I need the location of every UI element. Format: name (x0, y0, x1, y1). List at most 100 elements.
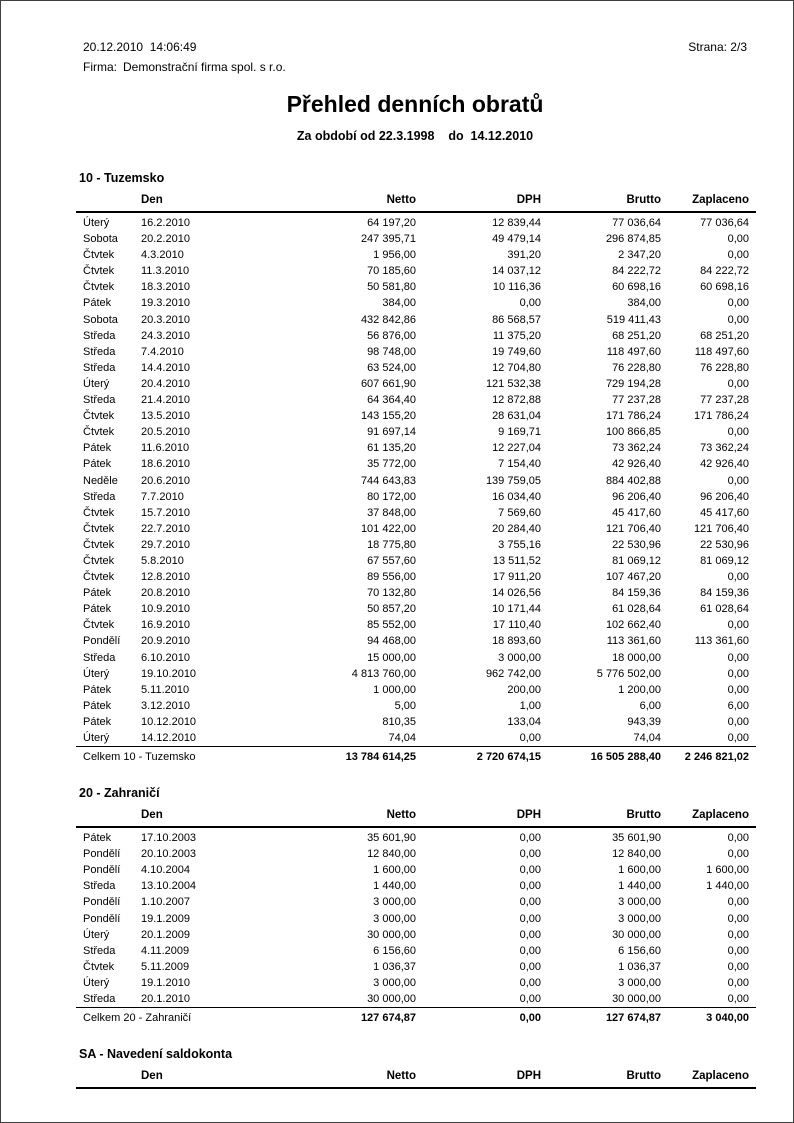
brutto-cell: 22 530,96 (612, 538, 661, 551)
netto-cell: 67 557,60 (367, 554, 416, 567)
table-row: Čtvtek 4.3.2010 1 956,00 391,20 2 347,20 0,00 (76, 247, 756, 263)
brutto-cell: 943,39 (627, 715, 661, 728)
zaplaceno-cell: 60 698,16 (700, 281, 749, 294)
zaplaceno-cell: 121 706,40 (693, 522, 749, 535)
brutto-cell: 384,00 (627, 297, 661, 310)
company-row: Firma: Demonstrační firma spol. s r.o. (76, 55, 754, 75)
netto-cell: 30 000,00 (367, 993, 416, 1006)
zaplaceno-cell: 42 926,40 (700, 458, 749, 471)
netto-cell: 3 000,00 (373, 976, 416, 989)
table-row: Čtvtek 12.8.2010 89 556,00 17 911,20 107 467… (76, 569, 756, 585)
total-row: Celkem 20 - Zahraničí 127 674,87 0,00 12… (76, 1007, 756, 1027)
zaplaceno-cell: 77 036,64 (700, 217, 749, 229)
day-cell: Pátek (83, 715, 112, 728)
day-cell: Čtvtek (83, 619, 115, 632)
table-row: Neděle 20.6.2010 744 643,83 139 759,05 884 4… (76, 473, 756, 489)
table-row: Úterý 19.10.2010 4 813 760,00 962 742,00 5 7… (76, 666, 756, 682)
zaplaceno-cell: 73 362,24 (700, 442, 749, 455)
day-cell: Čtvtek (83, 571, 115, 584)
date-cell: 14.4.2010 (141, 361, 190, 374)
brutto-cell: 118 497,60 (606, 345, 661, 358)
column-header-zaplaceno: Zaplaceno (661, 193, 756, 213)
day-cell: Středa (83, 345, 116, 358)
table-row: Středa 20.1.2010 30 000,00 0,00 30 000,00 0,0… (76, 991, 756, 1008)
table-row: Úterý 14.12.2010 74,04 0,00 74,04 0,00 (76, 730, 756, 747)
zaplaceno-cell: 0,00 (727, 619, 749, 632)
table-row: Pátek 19.3.2010 384,00 0,00 384,00 0,00 (76, 295, 756, 311)
netto-cell: 37 848,00 (367, 506, 416, 519)
column-header-row: Den Netto DPH Brutto Zaplaceno (76, 193, 756, 213)
column-header-spacer (76, 1069, 141, 1090)
dph-cell: 12 704,80 (492, 361, 541, 374)
date-cell: 20.4.2010 (141, 377, 190, 390)
date-cell: 19.1.2010 (141, 976, 190, 989)
daily-turnover-table: Den Netto DPH Brutto Zaplaceno (76, 1069, 756, 1090)
date-cell: 20.9.2010 (141, 635, 190, 648)
netto-cell: 5,00 (394, 699, 416, 712)
date-cell: 20.6.2010 (141, 474, 190, 487)
zaplaceno-cell: 96 206,40 (700, 490, 749, 503)
table-row: Pátek 5.11.2010 1 000,00 200,00 1 200,00 0,00 (76, 682, 756, 698)
zaplaceno-cell: 0,00 (727, 715, 749, 728)
day-cell: Pátek (83, 699, 112, 712)
table-row: Pátek 11.6.2010 61 135,20 12 227,04 73 362,2… (76, 440, 756, 456)
dph-cell: 10 171,44 (492, 603, 541, 616)
dph-cell: 7 154,40 (498, 458, 541, 471)
netto-cell: 63 524,00 (367, 361, 416, 374)
dph-cell: 12 839,44 (492, 217, 541, 229)
section-title: SA - Navedení saldokonta (79, 1047, 233, 1062)
dph-cell: 19 749,60 (492, 345, 541, 358)
zaplaceno-cell: 81 069,12 (700, 554, 749, 567)
dph-cell: 12 872,88 (492, 394, 541, 407)
netto-cell: 61 135,20 (367, 442, 416, 455)
zaplaceno-cell: 0,00 (727, 832, 749, 845)
table-row: Úterý 16.2.2010 64 197,20 12 839,44 77 036,6… (76, 212, 756, 231)
report-section: 20 - Zahraničí Den Netto DPH Brutto Zapl… (76, 786, 756, 1027)
brutto-cell: 1 200,00 (618, 683, 661, 696)
report-content: 20.12.2010 14:06:49 Strana: 2/3 Firma: D… (1, 1, 793, 1090)
date-cell: 11.6.2010 (141, 442, 190, 455)
day-cell: Pátek (83, 832, 112, 845)
netto-cell: 89 556,00 (367, 571, 416, 584)
brutto-cell: 1 600,00 (618, 864, 661, 877)
date-cell: 20.5.2010 (141, 426, 190, 439)
column-header-row: Den Netto DPH Brutto Zaplaceno (76, 1069, 756, 1090)
netto-cell: 70 185,60 (367, 265, 416, 278)
column-header-den: Den (141, 193, 231, 213)
netto-cell: 143 155,20 (360, 410, 416, 423)
table-row: Úterý 20.4.2010 607 661,90 121 532,38 729 19… (76, 376, 756, 392)
zaplaceno-cell: 0,00 (727, 667, 749, 680)
table-row: Pondělí 4.10.2004 1 600,00 0,00 1 600,00 1 60… (76, 862, 756, 878)
zaplaceno-cell: 0,00 (727, 960, 749, 973)
column-header-netto: Netto (231, 808, 416, 829)
table-row: Čtvtek 22.7.2010 101 422,00 20 284,40 121 70… (76, 521, 756, 537)
brutto-cell: 30 000,00 (612, 993, 661, 1006)
date-cell: 7.7.2010 (141, 490, 184, 503)
day-cell: Středa (83, 394, 116, 407)
day-cell: Čtvtek (83, 960, 115, 973)
brutto-cell: 121 706,40 (605, 522, 661, 535)
date-cell: 20.8.2010 (141, 587, 190, 600)
zaplaceno-cell: 45 417,60 (700, 506, 749, 519)
day-cell: Čtvtek (83, 410, 115, 423)
day-cell: Středa (83, 651, 116, 664)
date-cell: 13.5.2010 (141, 410, 190, 423)
day-cell: Pondělí (83, 848, 121, 861)
netto-cell: 101 422,00 (360, 522, 416, 535)
dph-cell: 0,00 (519, 960, 541, 973)
dph-cell: 28 631,04 (492, 410, 541, 423)
dph-cell: 14 037,12 (492, 265, 541, 278)
table-row: Středa 6.10.2010 15 000,00 3 000,00 18 000,0… (76, 650, 756, 666)
daily-turnover-table: Den Netto DPH Brutto Zaplaceno Úterý 16.2… (76, 193, 756, 766)
brutto-cell: 68 251,20 (612, 329, 661, 342)
dph-cell: 17 110,40 (492, 619, 541, 632)
date-cell: 20.3.2010 (141, 313, 190, 326)
brutto-cell: 296 874,85 (605, 233, 661, 246)
dph-cell: 14 026,56 (492, 587, 541, 600)
brutto-cell: 102 662,40 (605, 619, 661, 632)
date-cell: 17.10.2003 (141, 832, 197, 845)
netto-cell: 1 000,00 (373, 683, 416, 696)
dph-cell: 10 116,36 (492, 281, 541, 294)
day-cell: Středa (83, 880, 116, 893)
table-row: Pátek 17.10.2003 35 601,90 0,00 35 601,90 0,0… (76, 827, 756, 846)
